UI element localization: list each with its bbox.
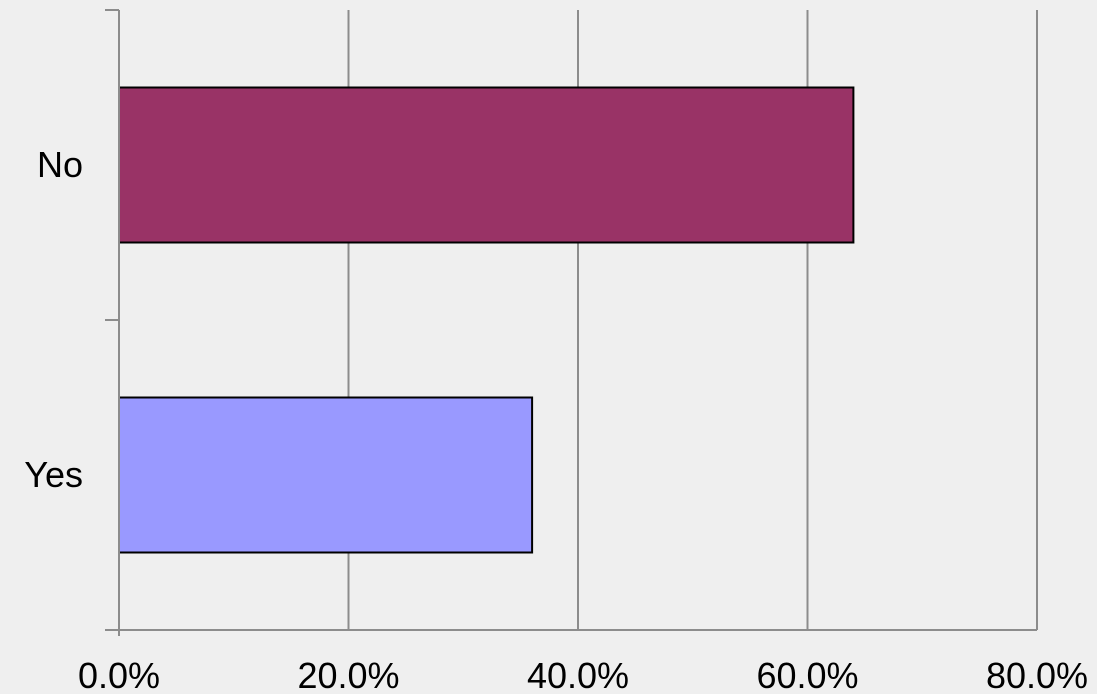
category-label-yes: Yes [24, 454, 83, 495]
x-tick-label-2: 40.0% [527, 655, 629, 694]
x-tick-label-3: 60.0% [756, 655, 858, 694]
x-tick-label-1: 20.0% [297, 655, 399, 694]
x-tick-label-0: 0.0% [78, 655, 160, 694]
bar-yes [118, 396, 534, 554]
bars-layer [118, 86, 855, 554]
x-tick-label-4: 80.0% [986, 655, 1088, 694]
category-label-no: No [37, 144, 83, 185]
axis-layer [105, 9, 1037, 636]
labels-layer: No Yes 0.0% 20.0% 40.0% 60.0% 80.0% [24, 144, 1088, 694]
bar-no [118, 86, 855, 244]
